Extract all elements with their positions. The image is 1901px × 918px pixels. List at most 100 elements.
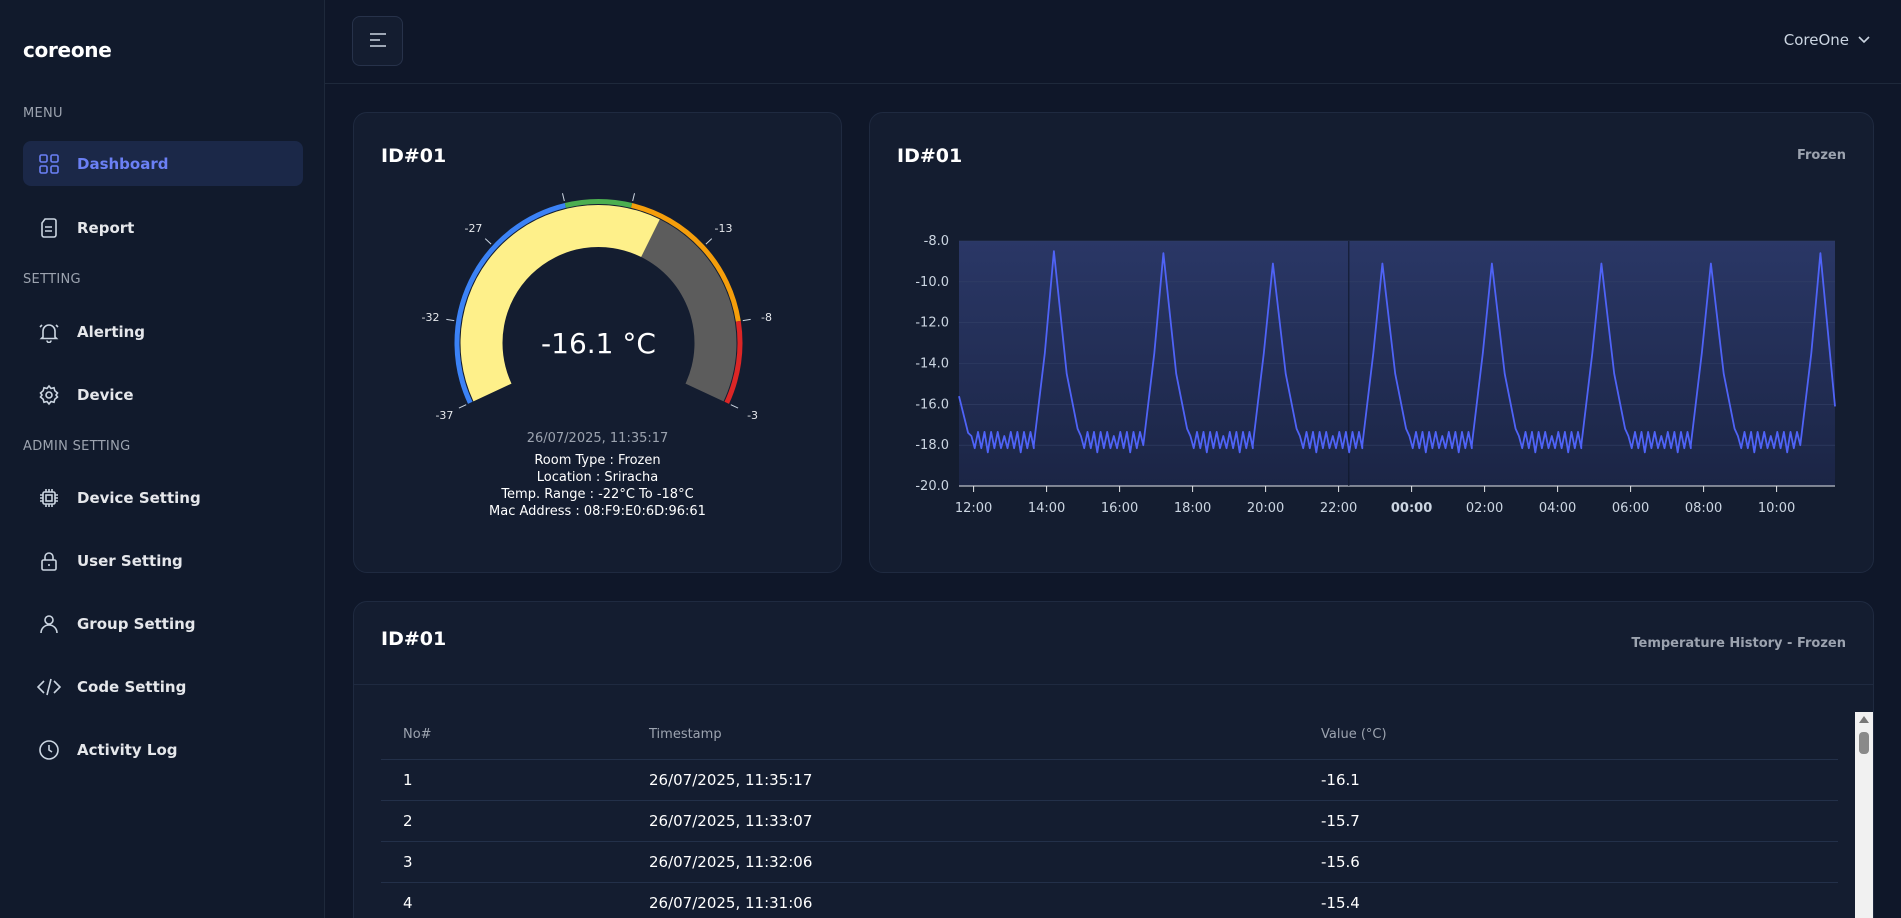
x-tick-label: 22:00 bbox=[1320, 501, 1357, 513]
sidebar-item-label: Device Setting bbox=[77, 488, 201, 507]
sidebar-item-label: Group Setting bbox=[77, 614, 196, 633]
temperature-series-line bbox=[958, 250, 1836, 454]
hamburger-icon bbox=[369, 32, 387, 51]
chip-icon bbox=[37, 486, 61, 510]
cell-no: 1 bbox=[381, 759, 649, 801]
y-tick-label: -18.0 bbox=[915, 438, 949, 453]
gauge-band-hot bbox=[724, 320, 743, 404]
table-row[interactable]: 4 26/07/2025, 11:31:06 -15.4 bbox=[381, 882, 1838, 918]
table-row[interactable]: 2 26/07/2025, 11:33:07 -15.7 bbox=[381, 800, 1838, 842]
gauge-temp-range: Temp. Range : -22°C To -18°C bbox=[501, 487, 694, 502]
x-tick-label: 18:00 bbox=[1174, 501, 1211, 513]
y-tick-label: -14.0 bbox=[915, 357, 949, 372]
x-tick-label: 16:00 bbox=[1101, 501, 1138, 513]
code-icon bbox=[37, 675, 61, 699]
gauge-tick-label: -3 bbox=[747, 409, 758, 422]
cell-value: -15.4 bbox=[1321, 882, 1838, 918]
y-tick-label: -8.0 bbox=[924, 234, 949, 249]
sidebar-item-group-setting[interactable]: Group Setting bbox=[23, 601, 303, 646]
cell-no: 2 bbox=[381, 800, 649, 842]
gauge-band-cold bbox=[454, 202, 566, 404]
cell-value: -16.1 bbox=[1321, 759, 1838, 801]
column-header-timestamp[interactable]: Timestamp bbox=[649, 710, 1321, 760]
sidebar-item-dashboard[interactable]: Dashboard bbox=[23, 141, 303, 186]
sidebar-item-alerting[interactable]: Alerting bbox=[23, 309, 303, 354]
sidebar-item-label: Alerting bbox=[77, 322, 146, 341]
x-tick-label: 08:00 bbox=[1685, 501, 1722, 513]
gauge-card: ID#01 -37 -32 -27 -22 -18 -13 -8 -3 -16.1 °C 26/… bbox=[353, 112, 842, 573]
section-label-menu: MENU bbox=[23, 106, 63, 121]
sidebar-item-activity-log[interactable]: Activity Log bbox=[23, 727, 303, 772]
y-tick-label: -12.0 bbox=[915, 316, 949, 331]
x-tick-label: 20:00 bbox=[1247, 501, 1284, 513]
gauge-tick bbox=[742, 318, 751, 322]
gauge-tick bbox=[632, 193, 636, 202]
gauge-tick bbox=[730, 404, 739, 409]
sidebar: coreone MENU Dashboard Report SETTING Al… bbox=[0, 0, 325, 918]
table-scrollbar[interactable] bbox=[1855, 712, 1873, 918]
sidebar-item-label: Code Setting bbox=[77, 677, 187, 696]
grid-icon bbox=[37, 152, 61, 176]
sidebar-item-device-setting[interactable]: Device Setting bbox=[23, 475, 303, 520]
chart-card-subtitle: Frozen bbox=[1796, 148, 1846, 163]
x-tick-label: 04:00 bbox=[1539, 501, 1576, 513]
gauge-tick-label: -37 bbox=[435, 409, 453, 422]
chevron-down-icon bbox=[1857, 31, 1871, 49]
clock-icon bbox=[37, 738, 61, 762]
gauge-track bbox=[641, 219, 737, 402]
scroll-up-arrow-icon[interactable] bbox=[1859, 716, 1869, 723]
column-header-value[interactable]: Value (°C) bbox=[1321, 710, 1838, 760]
table-row[interactable]: 3 26/07/2025, 11:32:06 -15.6 bbox=[381, 841, 1838, 883]
y-tick-label: -10.0 bbox=[915, 275, 949, 290]
cell-timestamp: 26/07/2025, 11:33:07 bbox=[649, 800, 1321, 842]
section-label-setting: SETTING bbox=[23, 272, 81, 287]
temperature-gauge: -37 -32 -27 -22 -18 -13 -8 -3 -16.1 °C bbox=[422, 183, 772, 422]
user-menu[interactable]: CoreOne bbox=[1784, 31, 1871, 49]
gauge-band-normal bbox=[564, 199, 633, 208]
sidebar-item-user-setting[interactable]: User Setting bbox=[23, 538, 303, 583]
column-header-no[interactable]: No# bbox=[381, 710, 649, 760]
gauge-tick-label: -8 bbox=[761, 311, 772, 324]
gauge-card-title: ID#01 bbox=[381, 145, 447, 167]
temperature-chart-card: ID#01 Frozen -8.0 -10.0 -12.0 -14.0 -16.0 -18… bbox=[869, 112, 1874, 573]
menu-toggle-button[interactable] bbox=[352, 16, 403, 66]
sidebar-item-report[interactable]: Report bbox=[23, 205, 303, 250]
sidebar-item-label: Device bbox=[77, 385, 134, 404]
history-card-subtitle: Temperature History - Frozen bbox=[1631, 636, 1846, 651]
cell-timestamp: 26/07/2025, 11:31:06 bbox=[649, 882, 1321, 918]
gauge-tick bbox=[561, 193, 565, 202]
gauge-mac-address: Mac Address : 08:F9:E0:6D:96:61 bbox=[489, 504, 706, 519]
gauge-tick bbox=[484, 238, 492, 245]
y-tick-label: -16.0 bbox=[915, 397, 949, 412]
x-tick-label: 10:00 bbox=[1758, 501, 1795, 513]
cell-no: 3 bbox=[381, 841, 649, 883]
x-tick-label: 12:00 bbox=[955, 501, 992, 513]
table-row[interactable]: 1 26/07/2025, 11:35:17 -16.1 bbox=[381, 759, 1838, 801]
x-tick-label: 06:00 bbox=[1612, 501, 1649, 513]
sidebar-item-code-setting[interactable]: Code Setting bbox=[23, 664, 303, 709]
x-tick-label: 14:00 bbox=[1028, 501, 1065, 513]
gauge-tick-label: -22 bbox=[550, 183, 568, 185]
temperature-line-chart[interactable]: -8.0 -10.0 -12.0 -14.0 -16.0 -18.0 -20.0 12:00 1… bbox=[870, 213, 1875, 513]
x-tick-label: 00:00 bbox=[1391, 501, 1432, 513]
sidebar-item-label: Report bbox=[77, 218, 135, 237]
cell-value: -15.7 bbox=[1321, 800, 1838, 842]
sidebar-item-label: User Setting bbox=[77, 551, 183, 570]
table-header-row: No# Timestamp Value (°C) bbox=[381, 710, 1838, 760]
divider bbox=[354, 684, 1873, 685]
gauge-tick bbox=[458, 404, 467, 409]
cell-timestamp: 26/07/2025, 11:35:17 bbox=[649, 759, 1321, 801]
sidebar-item-device[interactable]: Device bbox=[23, 372, 303, 417]
gauge-room-type: Room Type : Frozen bbox=[534, 453, 661, 468]
document-icon bbox=[37, 216, 61, 240]
app-logo[interactable]: coreone bbox=[23, 38, 112, 62]
gauge-tick bbox=[446, 318, 455, 322]
gauge-tick-label: -32 bbox=[422, 311, 440, 324]
scrollbar-thumb[interactable] bbox=[1859, 732, 1869, 754]
gauge-value: -16.1 °C bbox=[541, 327, 656, 360]
history-card-title: ID#01 bbox=[381, 628, 447, 650]
cell-no: 4 bbox=[381, 882, 649, 918]
lock-icon bbox=[37, 549, 61, 573]
history-table-container: No# Timestamp Value (°C) 1 26/07/2025, 1… bbox=[381, 710, 1838, 918]
gauge-location: Location : Sriracha bbox=[536, 470, 659, 485]
